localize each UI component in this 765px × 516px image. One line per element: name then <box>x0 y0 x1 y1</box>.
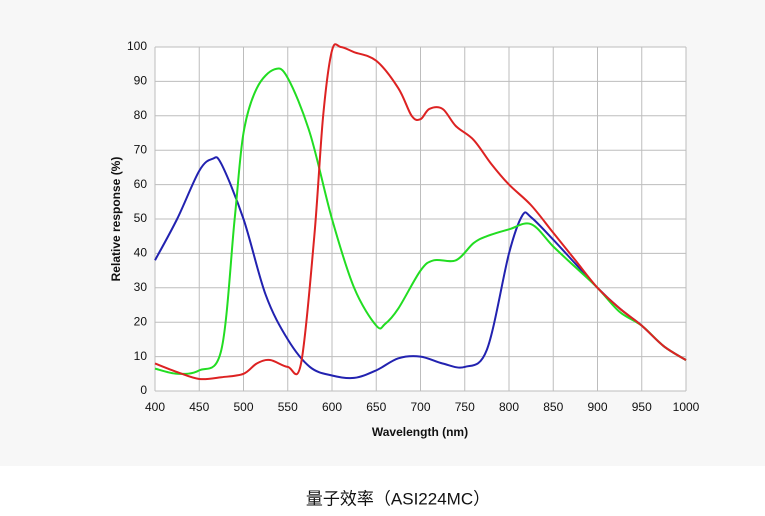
x-axis-label: Wavelength (nm) <box>372 425 468 439</box>
y-tick-label: 30 <box>134 280 148 294</box>
x-tick-label: 850 <box>543 400 563 414</box>
x-tick-label: 500 <box>233 400 253 414</box>
y-tick-label: 0 <box>140 383 147 397</box>
x-tick-label: 600 <box>322 400 342 414</box>
y-tick-label: 60 <box>134 177 148 191</box>
y-tick-label: 70 <box>134 142 148 156</box>
x-tick-label: 450 <box>189 400 209 414</box>
y-tick-label: 20 <box>134 314 148 328</box>
x-tick-label: 900 <box>587 400 607 414</box>
series-line <box>154 67 687 375</box>
y-tick-label: 100 <box>127 39 147 53</box>
y-tick-label: 50 <box>134 211 148 225</box>
series-line <box>154 43 687 381</box>
x-tick-label: 800 <box>499 400 519 414</box>
x-tick-label: 650 <box>366 400 386 414</box>
x-tick-label: 750 <box>455 400 475 414</box>
x-tick-label: 950 <box>632 400 652 414</box>
y-tick-label: 90 <box>134 74 148 88</box>
x-tick-label: 400 <box>145 400 165 414</box>
y-tick-label: 10 <box>134 349 148 363</box>
x-tick-label: 1000 <box>673 400 700 414</box>
caption: 量子效率（ASI224MC） <box>306 489 490 508</box>
x-tick-label: 700 <box>410 400 430 414</box>
y-tick-label: 40 <box>134 246 148 260</box>
y-axis-label: Relative response (%) <box>109 157 123 282</box>
x-tick-label: 550 <box>278 400 298 414</box>
y-tick-label: 80 <box>134 108 148 122</box>
